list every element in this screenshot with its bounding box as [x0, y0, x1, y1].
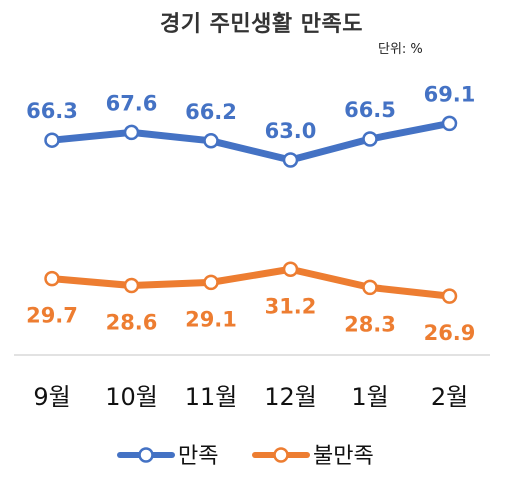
data-point [282, 261, 299, 277]
data-point [282, 152, 299, 168]
data-label: 66.2 [185, 100, 237, 124]
data-label: 29.7 [26, 304, 78, 328]
data-point [441, 288, 458, 304]
data-label: 29.1 [185, 307, 237, 331]
chart-title: 경기 주민생활 만족도 [160, 12, 363, 37]
data-label: 66.3 [26, 99, 78, 123]
data-label: 69.1 [424, 82, 476, 106]
series-line-satisfied [48, 119, 453, 164]
unit-label: 단위: % [378, 42, 423, 57]
legend-marker [273, 447, 289, 463]
legend-marker [138, 447, 154, 463]
legend-label: 불만족 [313, 444, 374, 469]
data-point [44, 270, 60, 287]
x-tick-label: 1월 [351, 383, 388, 411]
x-tick-label: 12월 [264, 383, 317, 411]
data-label: 66.5 [344, 98, 396, 122]
data-point [203, 274, 219, 291]
data-point [203, 133, 219, 149]
x-tick-label: 2월 [431, 383, 468, 411]
data-label: 67.6 [106, 91, 158, 115]
data-point [44, 132, 60, 148]
data-point [123, 277, 140, 294]
data-point [362, 279, 378, 296]
x-tick-label: 11월 [185, 383, 238, 411]
legend-label: 만족 [178, 444, 218, 469]
data-point [123, 124, 140, 141]
series-line-dissatisfied [48, 265, 453, 300]
data-point [362, 131, 378, 147]
data-point [441, 115, 458, 132]
x-tick-label: 10월 [105, 383, 158, 411]
data-label: 31.2 [265, 294, 317, 318]
x-tick-label: 9월 [33, 383, 70, 411]
data-label: 26.9 [424, 321, 476, 345]
data-label: 28.3 [344, 312, 396, 336]
data-label: 28.6 [106, 311, 158, 335]
data-label: 63.0 [265, 119, 317, 143]
